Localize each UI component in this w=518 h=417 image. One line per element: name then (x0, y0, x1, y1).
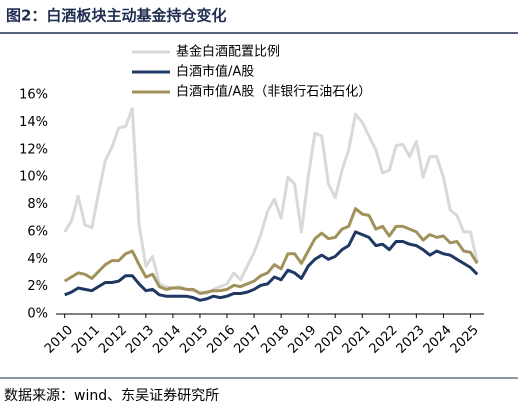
y-tick-label: 6% (27, 224, 48, 239)
x-tick-label: 2025 (448, 323, 482, 357)
x-tick-label: 2013 (123, 323, 157, 357)
y-tick-label: 2% (27, 279, 48, 294)
x-tick-label: 2015 (177, 323, 211, 357)
x-tick-label: 2021 (340, 323, 374, 357)
legend-label: 白酒市值/A股（非银行石油石化） (176, 84, 371, 100)
legend-label: 白酒市值/A股 (176, 64, 254, 80)
x-tick-label: 2022 (367, 323, 401, 357)
page-title: 图2：白酒板块主动基金持仓变化 (6, 7, 226, 25)
x-tick-label: 2020 (313, 323, 347, 357)
x-tick-label: 2016 (204, 323, 238, 357)
x-tick-label: 2011 (69, 323, 103, 357)
x-tick-label: 2018 (258, 323, 292, 357)
y-tick-label: 16% (19, 88, 48, 103)
x-tick-label: 2023 (394, 323, 428, 357)
x-tick-label: 2017 (231, 323, 265, 357)
legend-label: 基金白酒配置比例 (176, 44, 280, 60)
y-tick-label: 0% (27, 307, 48, 322)
x-tick-label: 2010 (42, 323, 76, 357)
series-line (64, 230, 479, 302)
series-line (63, 207, 479, 295)
y-tick-label: 4% (27, 252, 48, 267)
series-line (63, 107, 479, 295)
y-tick-label: 14% (19, 115, 48, 130)
y-tick-label: 10% (19, 170, 48, 185)
y-tick-label: 8% (27, 197, 48, 212)
x-tick-label: 2014 (150, 323, 184, 357)
y-tick-label: 12% (19, 142, 48, 157)
source-note: 数据来源：wind、东吴证券研究所 (4, 388, 219, 404)
x-tick-label: 2024 (421, 323, 455, 357)
x-tick-label: 2012 (96, 323, 130, 357)
x-tick-label: 2019 (285, 323, 319, 357)
